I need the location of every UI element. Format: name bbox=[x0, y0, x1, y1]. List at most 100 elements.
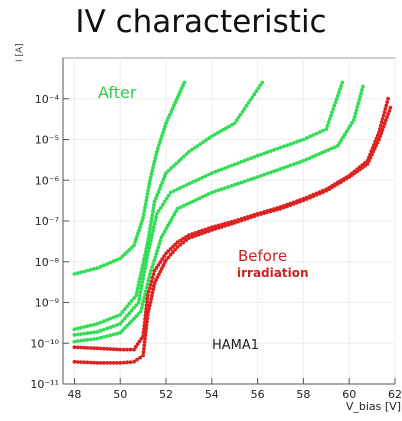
data-point bbox=[232, 162, 237, 167]
data-point bbox=[248, 98, 253, 102]
data-point bbox=[156, 146, 160, 151]
data-point bbox=[75, 326, 80, 331]
data-point bbox=[144, 259, 149, 264]
data-point bbox=[79, 325, 83, 330]
data-point bbox=[188, 200, 192, 205]
data-point bbox=[144, 323, 149, 327]
data-point bbox=[149, 216, 154, 221]
data-point bbox=[147, 233, 151, 238]
data-point bbox=[189, 147, 194, 152]
data-point bbox=[190, 235, 195, 239]
data-point bbox=[179, 86, 184, 91]
data-point bbox=[95, 361, 100, 365]
data-point bbox=[72, 359, 77, 364]
data-point bbox=[223, 224, 227, 228]
data-point bbox=[153, 218, 158, 223]
data-point bbox=[236, 115, 241, 120]
data-point bbox=[259, 212, 263, 217]
data-point bbox=[317, 152, 321, 156]
data-point bbox=[252, 155, 257, 159]
data-point bbox=[184, 183, 189, 187]
data-point bbox=[377, 137, 381, 142]
data-points bbox=[72, 80, 393, 365]
data-point bbox=[260, 80, 265, 85]
data-point bbox=[308, 195, 312, 200]
data-point bbox=[311, 194, 316, 199]
data-point bbox=[178, 186, 183, 190]
data-point bbox=[108, 347, 113, 351]
data-point bbox=[115, 331, 119, 336]
data-point bbox=[82, 360, 87, 365]
data-point bbox=[171, 250, 175, 255]
data-point bbox=[137, 297, 142, 301]
data-point bbox=[145, 319, 149, 324]
data-point bbox=[200, 175, 205, 180]
data-point bbox=[209, 190, 214, 195]
data-point bbox=[85, 338, 90, 342]
data-point bbox=[206, 229, 211, 234]
data-point bbox=[156, 245, 161, 250]
data-point bbox=[143, 329, 148, 334]
data-point bbox=[360, 87, 364, 92]
data-point bbox=[92, 267, 96, 271]
data-point bbox=[352, 171, 357, 176]
data-point bbox=[252, 214, 257, 219]
data-point bbox=[88, 346, 93, 350]
data-point bbox=[285, 164, 289, 169]
data-point bbox=[154, 252, 159, 256]
data-point bbox=[281, 144, 286, 149]
data-point bbox=[288, 142, 293, 147]
data-point bbox=[339, 84, 344, 88]
data-point bbox=[352, 114, 357, 119]
data-point bbox=[239, 180, 244, 185]
data-point bbox=[98, 320, 103, 325]
data-point bbox=[259, 174, 263, 178]
data-point bbox=[138, 225, 143, 229]
data-point bbox=[166, 223, 170, 228]
data-point bbox=[157, 143, 161, 148]
data-point bbox=[173, 100, 178, 105]
data-point bbox=[151, 162, 156, 167]
data-point bbox=[239, 218, 244, 223]
data-point bbox=[206, 172, 211, 177]
data-point bbox=[102, 361, 106, 365]
data-point bbox=[291, 141, 296, 145]
data-point bbox=[224, 126, 229, 131]
data-point bbox=[234, 118, 239, 123]
data-point bbox=[136, 283, 141, 288]
data-point bbox=[255, 175, 260, 179]
data-point bbox=[149, 279, 154, 284]
data-point bbox=[206, 226, 211, 231]
data-point bbox=[145, 282, 150, 287]
data-point bbox=[129, 319, 134, 323]
data-point bbox=[164, 196, 169, 201]
data-point bbox=[142, 346, 146, 351]
data-point bbox=[281, 205, 286, 210]
data-point bbox=[129, 308, 134, 313]
data-point bbox=[154, 266, 159, 270]
data-point bbox=[82, 331, 87, 336]
data-point bbox=[314, 131, 319, 136]
data-point bbox=[146, 309, 151, 314]
data-point bbox=[230, 123, 234, 127]
data-point bbox=[178, 238, 183, 243]
data-point bbox=[135, 342, 140, 347]
data-point bbox=[179, 157, 184, 161]
data-point bbox=[174, 161, 179, 166]
data-point bbox=[148, 282, 153, 287]
data-point bbox=[115, 347, 119, 352]
data-point bbox=[141, 215, 146, 220]
data-point bbox=[250, 95, 255, 99]
data-point bbox=[155, 248, 160, 253]
data-point bbox=[229, 222, 234, 226]
data-point bbox=[128, 347, 133, 352]
data-point bbox=[240, 109, 245, 114]
data-point bbox=[213, 227, 218, 231]
data-point bbox=[120, 310, 125, 314]
data-point bbox=[354, 108, 359, 112]
data-point bbox=[374, 143, 378, 148]
data-point bbox=[135, 286, 140, 291]
data-point bbox=[363, 164, 367, 168]
data-point bbox=[139, 336, 144, 341]
data-point bbox=[118, 312, 123, 317]
